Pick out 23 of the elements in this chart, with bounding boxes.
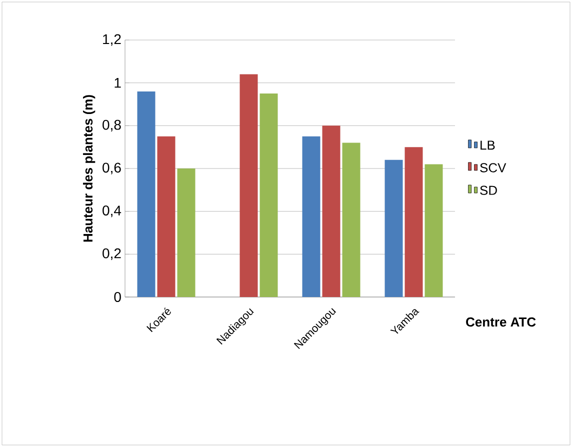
y-tick-label: 0,4 <box>102 206 122 218</box>
bar <box>177 168 196 298</box>
bar <box>404 147 423 298</box>
legend-label: SD <box>480 186 497 195</box>
y-tick-label: 1,2 <box>103 34 121 46</box>
legend-label: SCV <box>480 163 506 172</box>
x-axis-title: Centre ATC <box>466 317 536 327</box>
bar <box>260 94 278 298</box>
y-tick-label: 1 <box>114 78 121 88</box>
bar <box>137 91 156 298</box>
bar <box>342 142 360 298</box>
bar <box>240 74 258 298</box>
bar <box>322 126 340 298</box>
bar <box>384 160 403 298</box>
y-tick-label: 0 <box>114 292 121 302</box>
y-tick-label: 0,2 <box>102 248 121 260</box>
y-axis-title: Hauteur des plantes (m) <box>83 95 96 242</box>
y-tick-label: 0,8 <box>102 120 121 132</box>
bar <box>424 164 443 298</box>
y-tick-label: 0,6 <box>102 162 121 174</box>
legend-label: LB <box>480 140 495 150</box>
bar <box>302 136 320 298</box>
bar <box>157 136 176 298</box>
